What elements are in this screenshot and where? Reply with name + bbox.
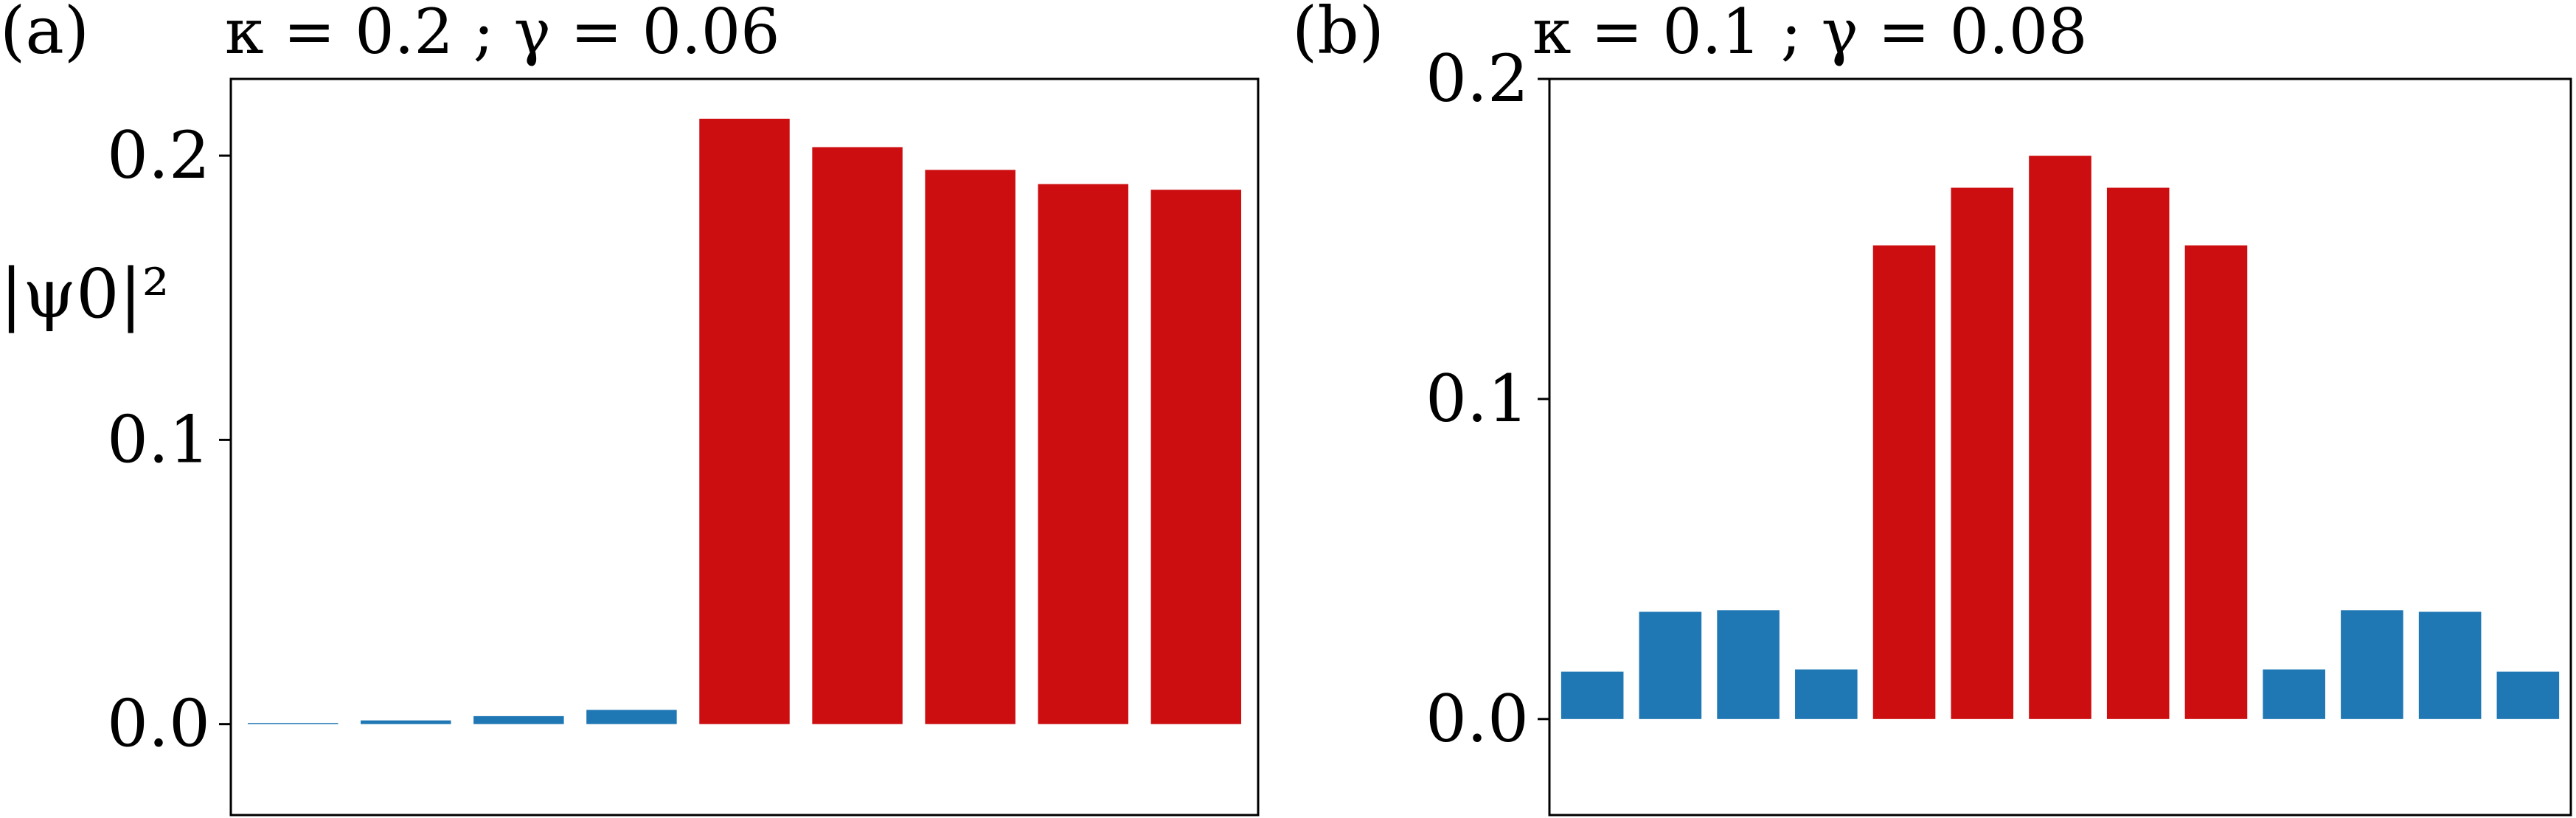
panel-b-yticks: 0.0 0.1 0.2 (1426, 41, 1549, 757)
panel-a-bar-3 (473, 715, 564, 724)
panel-b-bar-4 (1795, 669, 1858, 719)
panel-b-ytick-label-2: 0.1 (1426, 361, 1529, 437)
panel-a-label: (a) (0, 0, 89, 69)
panel-b-bar-9 (2184, 245, 2248, 719)
panel-a-bar-9 (1150, 190, 1242, 724)
panel-b-bar-3 (1717, 610, 1780, 719)
panel-b-ytick-label-1: 0.0 (1426, 681, 1529, 757)
panel-a-title: κ = 0.2 ; γ = 0.06 (225, 0, 780, 68)
panel-a-bar-8 (1038, 184, 1128, 724)
panel-a-bar-2 (361, 720, 451, 724)
panel-b-title: κ = 0.1 ; γ = 0.08 (1532, 0, 2088, 68)
panel-b-bar-7 (2029, 156, 2091, 719)
panel-b-ytick-label-3: 0.2 (1426, 41, 1529, 117)
panel-a-ytick-label-1: 0.0 (107, 686, 210, 762)
panel-b-bar-1 (1560, 671, 1624, 719)
panel-b: (b) κ = 0.1 ; γ = 0.08 0.0 0.1 0.2 (1292, 0, 2572, 817)
panel-a-bar-6 (812, 147, 903, 724)
panel-b-frame (1548, 77, 2572, 817)
panel-b-bar-6 (1951, 187, 2014, 719)
panel-a-ylabel: |ψ0|² (0, 254, 170, 333)
panel-a-bar-5 (699, 118, 790, 724)
panel-a-frame (229, 77, 1260, 817)
panel-b-bar-8 (2106, 187, 2170, 719)
panel-a-ytick-label-2: 0.1 (107, 401, 210, 477)
panel-a-bars (247, 118, 1242, 724)
panel-a-bar-1 (247, 723, 339, 724)
panel-b-bar-10 (2263, 669, 2325, 719)
panel-a-bar-7 (925, 170, 1016, 724)
panel-b-bar-12 (2418, 611, 2482, 719)
panel-b-bar-5 (1872, 245, 1936, 719)
panel-b-bar-2 (1639, 611, 1702, 719)
panel-a-bar-4 (586, 710, 677, 724)
panel-a-yticks: 0.0 0.1 0.2 (107, 117, 231, 762)
panel-a: (a) κ = 0.2 ; γ = 0.06 |ψ0|² 0.0 0.1 0.2 (0, 0, 1260, 817)
panel-b-label: (b) (1292, 0, 1384, 69)
panel-b-bar-13 (2496, 671, 2560, 719)
panel-a-ytick-label-3: 0.2 (107, 117, 210, 193)
panel-b-bars (1560, 156, 2560, 719)
panel-b-bar-11 (2341, 610, 2403, 719)
